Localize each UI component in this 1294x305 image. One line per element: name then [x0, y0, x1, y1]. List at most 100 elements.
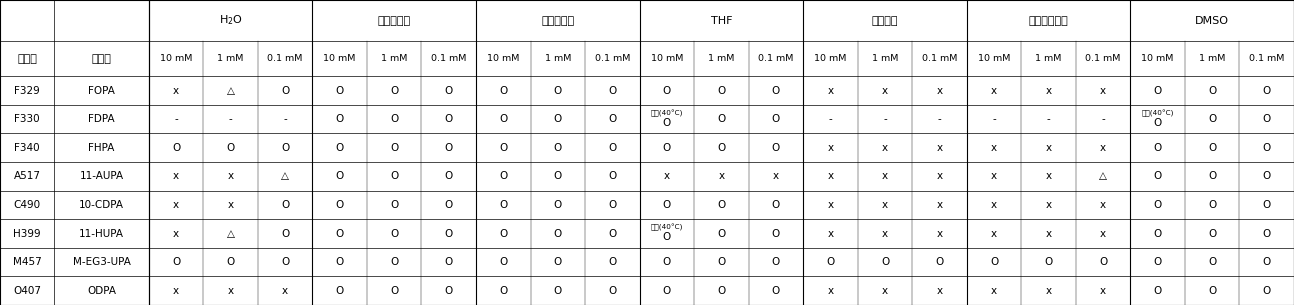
Text: 10-CDPA: 10-CDPA [79, 200, 124, 210]
Text: 加温(40°C): 加温(40°C) [651, 224, 683, 231]
Text: x: x [991, 228, 998, 239]
Text: x: x [883, 228, 888, 239]
Text: O: O [663, 85, 672, 95]
Text: x: x [937, 171, 942, 181]
Text: C490: C490 [14, 200, 40, 210]
Text: x: x [991, 143, 998, 153]
Text: O: O [663, 200, 672, 210]
Text: 0.1 mM: 0.1 mM [1249, 54, 1285, 63]
Text: O: O [1209, 143, 1216, 153]
Text: コード: コード [17, 54, 38, 64]
Text: O: O [936, 257, 943, 267]
Text: 10 mM: 10 mM [1141, 54, 1174, 63]
Text: O: O [1209, 200, 1216, 210]
Text: x: x [827, 200, 833, 210]
Text: 10 mM: 10 mM [324, 54, 356, 63]
Text: O: O [445, 143, 453, 153]
Text: O: O [445, 171, 453, 181]
Text: O: O [1153, 286, 1162, 296]
Text: O: O [281, 228, 290, 239]
Text: △: △ [226, 85, 234, 95]
Text: x: x [827, 228, 833, 239]
Text: O: O [771, 200, 780, 210]
Text: O: O [1209, 228, 1216, 239]
Text: O: O [663, 143, 672, 153]
Text: 0.1 mM: 0.1 mM [268, 54, 303, 63]
Text: O: O [554, 85, 562, 95]
Text: O: O [554, 228, 562, 239]
Text: メタノール: メタノール [378, 16, 410, 26]
Text: x: x [173, 228, 179, 239]
Text: O: O [663, 286, 672, 296]
Text: O: O [717, 286, 726, 296]
Text: 1 mM: 1 mM [1200, 54, 1225, 63]
Text: O: O [1099, 257, 1108, 267]
Text: FHPA: FHPA [88, 143, 115, 153]
Text: O: O [389, 257, 399, 267]
Text: O: O [771, 85, 780, 95]
Text: O: O [608, 286, 616, 296]
Text: 0.1 mM: 0.1 mM [758, 54, 793, 63]
Text: 11-AUPA: 11-AUPA [79, 171, 124, 181]
Text: x: x [664, 171, 670, 181]
Text: O: O [389, 114, 399, 124]
Text: x: x [228, 286, 234, 296]
Text: x: x [827, 286, 833, 296]
Text: 加温(40°C): 加温(40°C) [1141, 110, 1174, 117]
Text: O: O [771, 286, 780, 296]
Text: 10 mM: 10 mM [978, 54, 1011, 63]
Text: x: x [228, 171, 234, 181]
Text: △: △ [1099, 171, 1108, 181]
Text: O: O [281, 143, 290, 153]
Text: 0.1 mM: 0.1 mM [431, 54, 466, 63]
Text: x: x [1046, 85, 1052, 95]
Text: O: O [554, 143, 562, 153]
Text: -: - [175, 114, 179, 124]
Text: エタノール: エタノール [541, 16, 575, 26]
Text: O: O [499, 114, 507, 124]
Text: O: O [389, 228, 399, 239]
Text: O: O [1044, 257, 1053, 267]
Text: x: x [883, 143, 888, 153]
Text: O: O [226, 143, 234, 153]
Text: x: x [1100, 85, 1106, 95]
Text: x: x [228, 200, 234, 210]
Text: O: O [445, 114, 453, 124]
Text: x: x [718, 171, 725, 181]
Text: O: O [499, 171, 507, 181]
Text: O: O [554, 257, 562, 267]
Text: FDPA: FDPA [88, 114, 115, 124]
Text: O: O [1153, 143, 1162, 153]
Text: O: O [554, 171, 562, 181]
Text: O: O [717, 200, 726, 210]
Text: △: △ [281, 171, 289, 181]
Text: O: O [1263, 228, 1271, 239]
Text: O: O [335, 200, 344, 210]
Text: x: x [883, 85, 888, 95]
Text: O: O [1263, 200, 1271, 210]
Text: O: O [608, 114, 616, 124]
Text: ODPA: ODPA [87, 286, 116, 296]
Text: O: O [608, 200, 616, 210]
Text: 10 mM: 10 mM [651, 54, 683, 63]
Text: x: x [1100, 286, 1106, 296]
Text: O: O [717, 257, 726, 267]
Text: O: O [499, 286, 507, 296]
Text: O: O [281, 200, 290, 210]
Text: H399: H399 [13, 228, 41, 239]
Text: O: O [771, 114, 780, 124]
Text: O: O [717, 143, 726, 153]
Text: O: O [389, 85, 399, 95]
Text: O: O [389, 143, 399, 153]
Text: -: - [283, 114, 287, 124]
Text: O: O [499, 228, 507, 239]
Text: O: O [1263, 286, 1271, 296]
Text: O: O [281, 85, 290, 95]
Text: O: O [608, 143, 616, 153]
Text: 10 mM: 10 mM [487, 54, 519, 63]
Text: O: O [1153, 228, 1162, 239]
Text: F329: F329 [14, 85, 40, 95]
Text: x: x [937, 85, 942, 95]
Text: H$_2$O: H$_2$O [219, 14, 242, 27]
Text: x: x [1046, 286, 1052, 296]
